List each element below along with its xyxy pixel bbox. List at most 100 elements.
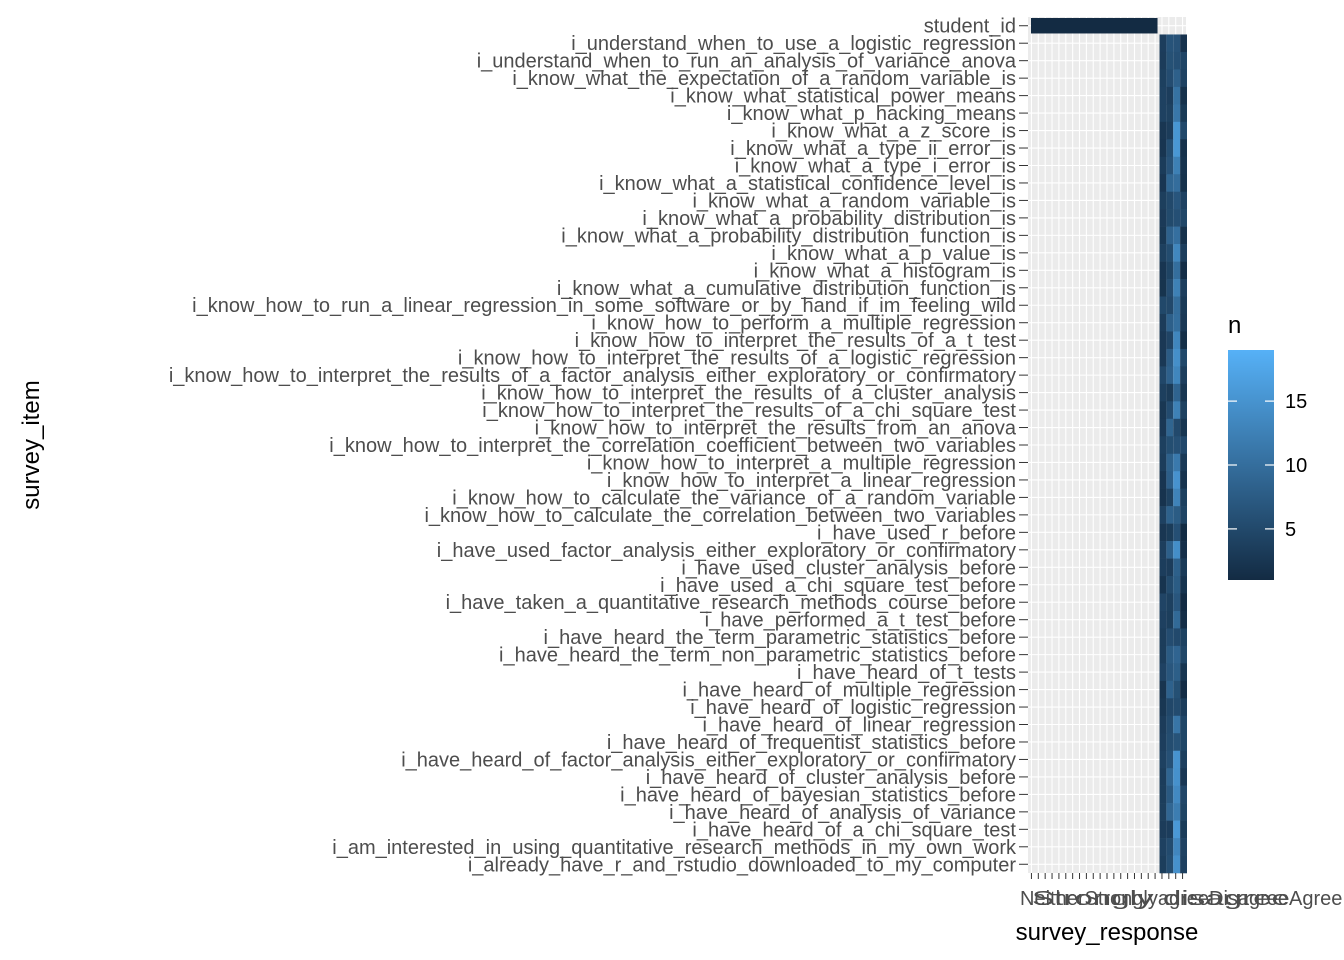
tile: [1180, 715, 1187, 734]
tile: [1166, 51, 1174, 70]
tile: [1173, 296, 1181, 315]
legend: n 5 10 15: [1228, 312, 1307, 580]
legend-ticks: 5 10 15: [1228, 391, 1307, 541]
y-tick-label: i_know_what_a_statistical_confidence_lev…: [599, 173, 1016, 195]
tile: [1159, 401, 1167, 420]
y-tick-label: i_know_what_a_type_ii_error_is: [730, 138, 1016, 160]
tile: [1159, 86, 1167, 105]
tile: [1166, 715, 1174, 734]
tile: [1173, 785, 1181, 804]
tile: [1173, 698, 1181, 717]
tile: [1173, 121, 1181, 140]
tile: [1173, 366, 1181, 385]
tile: [1173, 610, 1181, 629]
legend-tick-label: 15: [1285, 391, 1307, 413]
tile: [1180, 785, 1187, 804]
tile: [1159, 191, 1167, 210]
tile: [1180, 436, 1187, 455]
tile: [1166, 156, 1174, 175]
tile: [1166, 628, 1174, 647]
tile: [1166, 803, 1174, 821]
tile: [1180, 401, 1187, 420]
tile: [1166, 610, 1174, 629]
tile: [1159, 471, 1167, 489]
tile: [1166, 348, 1174, 367]
y-tick-label: i_know_how_to_interpret_the_results_of_a…: [482, 400, 1016, 422]
tile: [1159, 331, 1167, 350]
tile: [1173, 488, 1181, 507]
tile: [1166, 121, 1174, 140]
tile: [1166, 488, 1174, 507]
tile: [1173, 191, 1181, 210]
x-tick-label-cluster: NeitherStronglyagreeDisagreeAgreeNoYes: [1020, 888, 1344, 910]
tile: [1173, 715, 1181, 734]
y-tick-label: student_id: [924, 16, 1016, 38]
tile: [1166, 261, 1174, 280]
legend-tick-label: 5: [1285, 519, 1296, 541]
tile: [1166, 191, 1174, 210]
tile: [1159, 104, 1167, 123]
tile: [1159, 680, 1167, 699]
tile: [1159, 156, 1167, 175]
tile: [1180, 838, 1187, 856]
tile: [1166, 785, 1174, 804]
tile: [1159, 768, 1167, 786]
y-tick-label: i_have_heard_of_bayesian_statistics_befo…: [620, 784, 1016, 806]
tile-student-id: [1031, 18, 1158, 34]
tile: [1180, 69, 1187, 88]
tile: [1159, 261, 1167, 280]
tile: [1166, 698, 1174, 717]
y-axis-tick-labels: student_idi_understand_when_to_use_a_log…: [169, 16, 1028, 876]
x-tick-label-strongly-disagree: Strongly disagree: [1032, 888, 1290, 910]
tile: [1180, 523, 1187, 542]
tile: [1159, 576, 1167, 594]
x-axis-ticks: [1030, 873, 1184, 879]
tile: [1159, 488, 1167, 507]
tile: [1166, 768, 1174, 786]
y-tick-label: i_have_heard_of_multiple_regression: [682, 680, 1016, 702]
y-tick-label: i_have_used_a_chi_square_test_before: [660, 575, 1016, 597]
tile: [1166, 523, 1174, 542]
tile: [1173, 331, 1181, 350]
tile: [1173, 418, 1181, 437]
tile: [1166, 366, 1174, 385]
tile: [1180, 820, 1187, 839]
tile: [1180, 156, 1187, 175]
tile: [1173, 820, 1181, 839]
tile: [1180, 279, 1187, 297]
y-tick-label: i_know_how_to_run_a_linear_regression_in…: [192, 295, 1016, 317]
tile: [1159, 174, 1167, 192]
tile: [1180, 558, 1187, 577]
tile: [1159, 279, 1167, 297]
tile: [1180, 750, 1187, 769]
tile: [1173, 838, 1181, 856]
tile: [1159, 750, 1167, 769]
tile: [1159, 453, 1167, 472]
y-tick-label: i_have_taken_a_quantitative_research_met…: [446, 592, 1016, 614]
tile: [1166, 226, 1174, 245]
y-tick-label: i_am_interested_in_using_quantitative_re…: [332, 837, 1017, 859]
tile: [1159, 698, 1167, 717]
tile: [1159, 366, 1167, 385]
y-tick-label: i_have_heard_the_term_parametric_statist…: [544, 627, 1017, 649]
tile: [1173, 34, 1181, 53]
y-tick-label: i_have_used_factor_analysis_either_explo…: [437, 540, 1016, 562]
tile: [1180, 610, 1187, 629]
tile: [1159, 506, 1167, 524]
y-tick-label: i_understand_when_to_use_a_logistic_regr…: [571, 33, 1016, 55]
tile: [1166, 838, 1174, 856]
tile: [1166, 383, 1174, 402]
tile: [1166, 244, 1174, 262]
tile: [1180, 244, 1187, 262]
tile: [1159, 226, 1167, 245]
tile: [1166, 733, 1174, 752]
tile: [1173, 244, 1181, 262]
tile: [1173, 680, 1181, 699]
tile: [1180, 628, 1187, 647]
tile: [1159, 838, 1167, 856]
y-tick-label: i_know_how_to_calculate_the_variance_of_…: [452, 487, 1016, 509]
tile: [1166, 663, 1174, 682]
tile: [1166, 820, 1174, 839]
tile: [1173, 174, 1181, 192]
tile: [1166, 576, 1174, 594]
